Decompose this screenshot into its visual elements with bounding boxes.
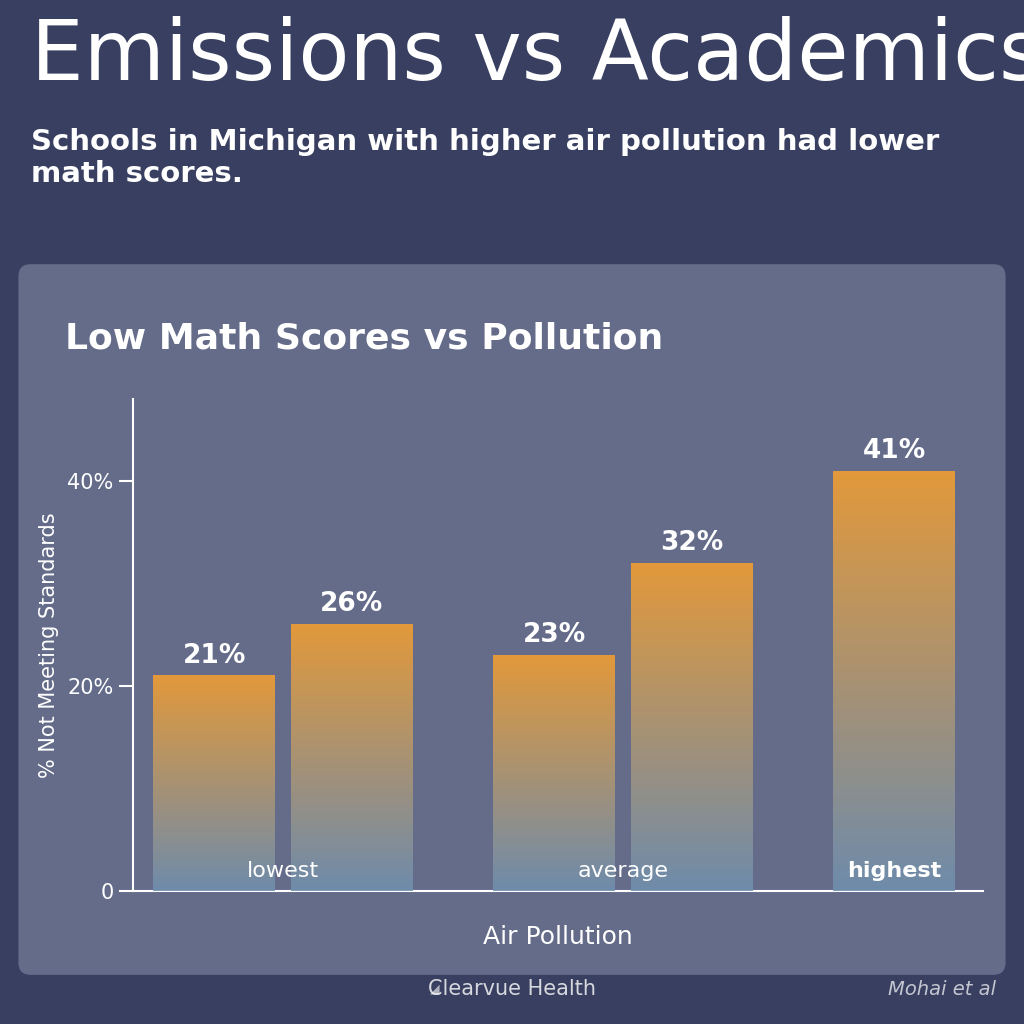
Text: Air Pollution: Air Pollution [483,926,633,949]
Text: 41%: 41% [862,438,926,464]
FancyBboxPatch shape [18,264,1006,975]
Text: Schools in Michigan with higher air pollution had lower
math scores.: Schools in Michigan with higher air poll… [31,128,939,188]
Text: 21%: 21% [182,643,246,669]
Text: Emissions vs Academics: Emissions vs Academics [31,15,1024,96]
Text: highest: highest [847,860,941,881]
Text: Low Math Scores vs Pollution: Low Math Scores vs Pollution [66,322,664,355]
Y-axis label: % Not Meeting Standards: % Not Meeting Standards [39,512,59,778]
Text: Clearvue Health: Clearvue Health [428,979,596,999]
Text: 32%: 32% [660,530,723,556]
Text: average: average [578,860,669,881]
Text: 23%: 23% [522,623,586,648]
Text: 26%: 26% [321,592,383,617]
Text: lowest: lowest [247,860,318,881]
Text: ◢: ◢ [430,983,440,995]
Text: Mohai et al: Mohai et al [888,980,996,998]
